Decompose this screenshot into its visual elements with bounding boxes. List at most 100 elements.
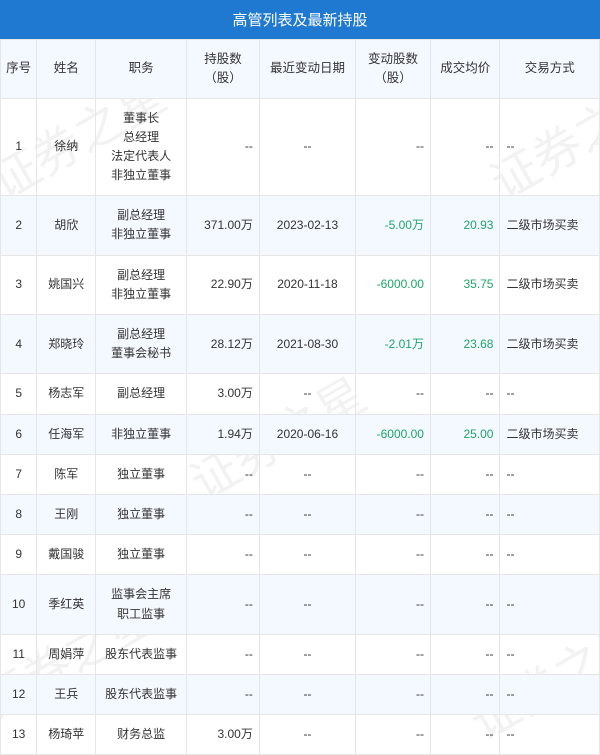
- table-cell: --: [500, 494, 600, 534]
- table-cell: --: [259, 715, 355, 755]
- table-cell: -2.01万: [356, 315, 431, 374]
- table-cell: 3.00万: [187, 715, 260, 755]
- column-header: 职务: [96, 40, 187, 99]
- table-cell: 副总经理 董事会秘书: [96, 315, 187, 374]
- table-cell: --: [500, 674, 600, 714]
- column-header: 姓名: [37, 40, 96, 99]
- table-cell: 12: [1, 674, 37, 714]
- table-cell: 8: [1, 494, 37, 534]
- table-cell: --: [500, 98, 600, 196]
- table-cell: 副总经理: [96, 374, 187, 414]
- table-cell: --: [500, 535, 600, 575]
- table-cell: 9: [1, 535, 37, 575]
- table-cell: 3: [1, 255, 37, 314]
- table-container: 高管列表及最新持股 序号姓名职务持股数 （股）最近变动日期变动股数 （股）成交均…: [0, 0, 600, 755]
- table-cell: --: [500, 575, 600, 634]
- table-row: 10季红英监事会主席 职工监事----------: [1, 575, 600, 634]
- table-cell: --: [259, 374, 355, 414]
- column-header: 持股数 （股）: [187, 40, 260, 99]
- table-cell: 2: [1, 196, 37, 255]
- table-cell: --: [430, 575, 500, 634]
- table-row: 2胡欣副总经理 非独立董事371.00万2023-02-13-5.00万20.9…: [1, 196, 600, 255]
- table-cell: --: [500, 454, 600, 494]
- table-row: 11周娟萍股东代表监事----------: [1, 634, 600, 674]
- table-cell: 胡欣: [37, 196, 96, 255]
- table-cell: 二级市场买卖: [500, 196, 600, 255]
- table-cell: 二级市场买卖: [500, 255, 600, 314]
- table-cell: 董事长 总经理 法定代表人 非独立董事: [96, 98, 187, 196]
- column-header: 成交均价: [430, 40, 500, 99]
- table-cell: --: [356, 374, 431, 414]
- table-cell: 28.12万: [187, 315, 260, 374]
- table-cell: 2021-08-30: [259, 315, 355, 374]
- table-row: 3姚国兴副总经理 非独立董事22.90万2020-11-18-6000.0035…: [1, 255, 600, 314]
- table-cell: 5: [1, 374, 37, 414]
- table-cell: --: [430, 674, 500, 714]
- table-cell: 王兵: [37, 674, 96, 714]
- table-cell: 7: [1, 454, 37, 494]
- table-cell: --: [500, 374, 600, 414]
- column-header: 交易方式: [500, 40, 600, 99]
- table-cell: 独立董事: [96, 454, 187, 494]
- table-cell: --: [187, 98, 260, 196]
- table-cell: 371.00万: [187, 196, 260, 255]
- table-cell: 王刚: [37, 494, 96, 534]
- table-cell: 独立董事: [96, 494, 187, 534]
- table-cell: --: [430, 715, 500, 755]
- table-cell: --: [187, 634, 260, 674]
- table-cell: 35.75: [430, 255, 500, 314]
- table-cell: --: [259, 634, 355, 674]
- column-header: 变动股数 （股）: [356, 40, 431, 99]
- table-cell: 2020-06-16: [259, 414, 355, 454]
- table-cell: 杨志军: [37, 374, 96, 414]
- table-cell: 杨琦苹: [37, 715, 96, 755]
- table-row: 12王兵股东代表监事----------: [1, 674, 600, 714]
- table-cell: --: [430, 494, 500, 534]
- table-cell: --: [187, 575, 260, 634]
- table-row: 4郑晓玲副总经理 董事会秘书28.12万2021-08-30-2.01万23.6…: [1, 315, 600, 374]
- table-cell: --: [500, 715, 600, 755]
- table-row: 6任海军非独立董事1.94万2020-06-16-6000.0025.00二级市…: [1, 414, 600, 454]
- table-cell: 10: [1, 575, 37, 634]
- table-cell: 25.00: [430, 414, 500, 454]
- table-cell: --: [430, 374, 500, 414]
- table-cell: 周娟萍: [37, 634, 96, 674]
- table-cell: -5.00万: [356, 196, 431, 255]
- table-cell: 徐纳: [37, 98, 96, 196]
- table-cell: 陈军: [37, 454, 96, 494]
- table-cell: --: [187, 454, 260, 494]
- table-cell: --: [259, 575, 355, 634]
- table-cell: 二级市场买卖: [500, 315, 600, 374]
- table-cell: --: [259, 494, 355, 534]
- table-cell: 股东代表监事: [96, 634, 187, 674]
- table-row: 5杨志军副总经理3.00万--------: [1, 374, 600, 414]
- table-cell: --: [430, 98, 500, 196]
- table-cell: --: [187, 535, 260, 575]
- table-cell: 6: [1, 414, 37, 454]
- table-cell: -6000.00: [356, 414, 431, 454]
- table-cell: --: [259, 535, 355, 575]
- table-cell: --: [259, 674, 355, 714]
- table-cell: --: [430, 634, 500, 674]
- table-cell: --: [430, 535, 500, 575]
- table-cell: 任海军: [37, 414, 96, 454]
- table-cell: 22.90万: [187, 255, 260, 314]
- table-cell: 4: [1, 315, 37, 374]
- column-header: 序号: [1, 40, 37, 99]
- table-cell: --: [259, 454, 355, 494]
- table-row: 13杨琦苹财务总监3.00万--------: [1, 715, 600, 755]
- table-cell: 20.93: [430, 196, 500, 255]
- table-row: 1徐纳董事长 总经理 法定代表人 非独立董事----------: [1, 98, 600, 196]
- table-cell: --: [356, 674, 431, 714]
- table-cell: --: [430, 454, 500, 494]
- table-cell: --: [356, 634, 431, 674]
- table-cell: 非独立董事: [96, 414, 187, 454]
- table-cell: 副总经理 非独立董事: [96, 255, 187, 314]
- table-cell: 戴国骏: [37, 535, 96, 575]
- table-cell: 23.68: [430, 315, 500, 374]
- table-cell: -6000.00: [356, 255, 431, 314]
- table-cell: 1.94万: [187, 414, 260, 454]
- table-cell: 季红英: [37, 575, 96, 634]
- table-cell: 2020-11-18: [259, 255, 355, 314]
- table-cell: --: [187, 674, 260, 714]
